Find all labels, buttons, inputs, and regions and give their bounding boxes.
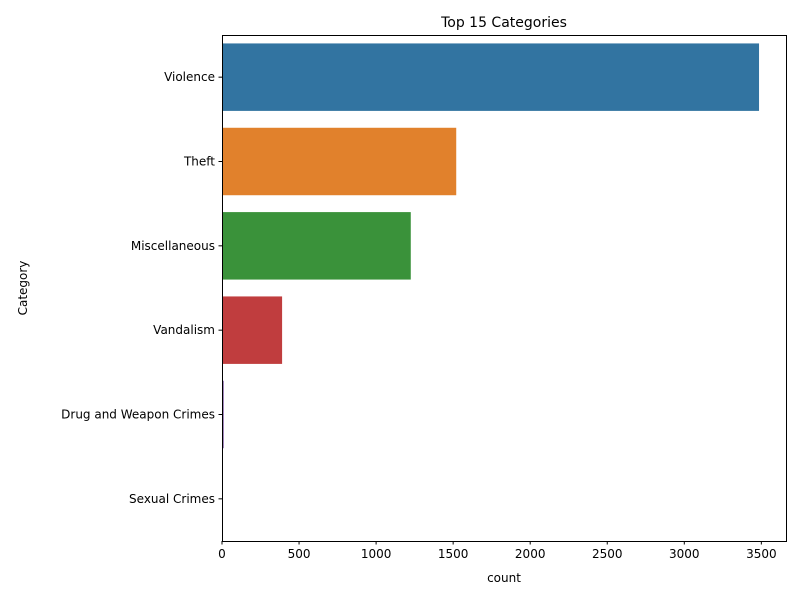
x-tick-label: 0 [218, 547, 226, 561]
y-axis-label: Category [16, 261, 30, 316]
x-tick-label: 1500 [438, 547, 469, 561]
x-tick-label: 2000 [515, 547, 546, 561]
bars-layer [222, 43, 760, 533]
x-tick-label: 500 [288, 547, 311, 561]
y-tick-label: Miscellaneous [131, 239, 215, 253]
x-tick-label: 3000 [669, 547, 700, 561]
bar-violence [222, 43, 760, 111]
x-tick-label: 2500 [592, 547, 623, 561]
y-axis-ticks: Violence Theft Miscellaneous Vandalism Drug … [61, 70, 222, 506]
plot-frame [222, 35, 787, 542]
x-axis-label: count [487, 571, 521, 585]
y-tick-label: Vandalism [153, 323, 215, 337]
x-tick-label: 3500 [746, 547, 777, 561]
y-tick-label: Sexual Crimes [129, 492, 215, 506]
x-axis-ticks: 0 500 1000 1500 2000 2500 3000 3500 [218, 541, 777, 561]
y-tick-label: Theft [183, 155, 215, 169]
bar-theft [222, 127, 457, 196]
chart-title: Top 15 Categories [440, 15, 567, 31]
bar-vandalism [222, 296, 283, 364]
bar-miscellaneous [222, 212, 411, 280]
y-tick-label: Violence [164, 70, 215, 84]
x-tick-label: 1000 [361, 547, 392, 561]
y-tick-label: Drug and Weapon Crimes [61, 408, 215, 422]
